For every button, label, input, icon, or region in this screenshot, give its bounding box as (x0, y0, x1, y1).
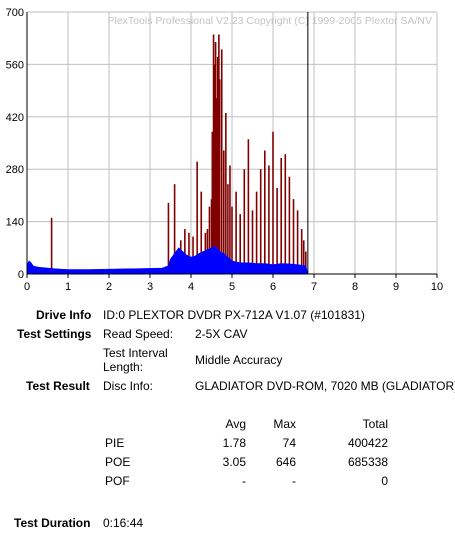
x-tick-label: 1 (65, 281, 71, 293)
y-tick-labels: 0 140 280 420 560 700 (6, 7, 24, 281)
test-settings-label: Test Settings (17, 327, 92, 341)
y-tick-label: 700 (6, 7, 24, 19)
test-interval-value: Middle Accuracy (195, 353, 283, 367)
x-tick-label: 8 (352, 281, 358, 293)
test-duration-value: 0:16:44 (103, 516, 144, 530)
x-tick-label: 4 (188, 281, 194, 293)
stats-row-avg: - (242, 474, 246, 488)
pie-area (26, 245, 309, 275)
drive-info-label: Drive Info (36, 308, 92, 322)
stats-row-max: - (292, 474, 296, 488)
stats-row-name: POE (105, 455, 131, 469)
test-result-label: Test Result (26, 379, 90, 393)
stats-row-total: 0 (381, 474, 388, 488)
x-tick-label: 0 (24, 281, 30, 293)
test-interval-label-line2: Length: (103, 360, 144, 374)
disc-info-label: Disc Info: (103, 379, 154, 393)
y-tick-label: 560 (6, 59, 24, 71)
test-duration-label: Test Duration (14, 516, 91, 530)
poe-series (50, 34, 307, 274)
disc-info-value: GLADIATOR DVD-ROM, 7020 MB (GLADIATOR) (195, 379, 455, 393)
stats-header-avg: Avg (225, 417, 246, 431)
x-tick-label: 9 (393, 281, 399, 293)
y-tick-label: 140 (6, 217, 24, 229)
drive-info-value: ID:0 PLEXTOR DVDR PX-712A V1.07 (#101831… (103, 308, 365, 322)
y-tick-label: 0 (18, 269, 24, 281)
read-speed-value: 2-5X CAV (195, 327, 248, 341)
y-tick-label: 280 (6, 164, 24, 176)
stats-row-max: 646 (275, 455, 296, 469)
pie-series (26, 245, 309, 275)
x-tick-label: 7 (311, 281, 317, 293)
x-tick-label: 2 (106, 281, 112, 293)
x-tick-labels: 0 1 2 3 4 5 6 7 8 9 10 (24, 274, 443, 293)
x-tick-label: 3 (147, 281, 153, 293)
stats-row-avg: 1.78 (222, 436, 246, 450)
y-tick-label: 420 (6, 112, 24, 124)
chart-watermark: PlexTools Professional V2.23 Copyright (… (108, 15, 433, 27)
x-tick-label: 10 (431, 281, 443, 293)
error-chart: PlexTools Professional V2.23 Copyright (… (6, 7, 443, 293)
stats-row-name: POF (105, 474, 130, 488)
x-tick-label: 5 (229, 281, 235, 293)
stats-row-max: 74 (282, 436, 296, 450)
stats-header-max: Max (273, 417, 296, 431)
read-speed-label: Read Speed: (103, 327, 174, 341)
test-interval-label-line1: Test Interval (103, 346, 168, 360)
stats-row-total: 400422 (347, 436, 388, 450)
stats-row-name: PIE (105, 436, 125, 450)
x-tick-label: 6 (270, 281, 276, 293)
stats-row-total: 685338 (347, 455, 388, 469)
stats-row-avg: 3.05 (222, 455, 246, 469)
stats-header-total: Total (362, 417, 388, 431)
